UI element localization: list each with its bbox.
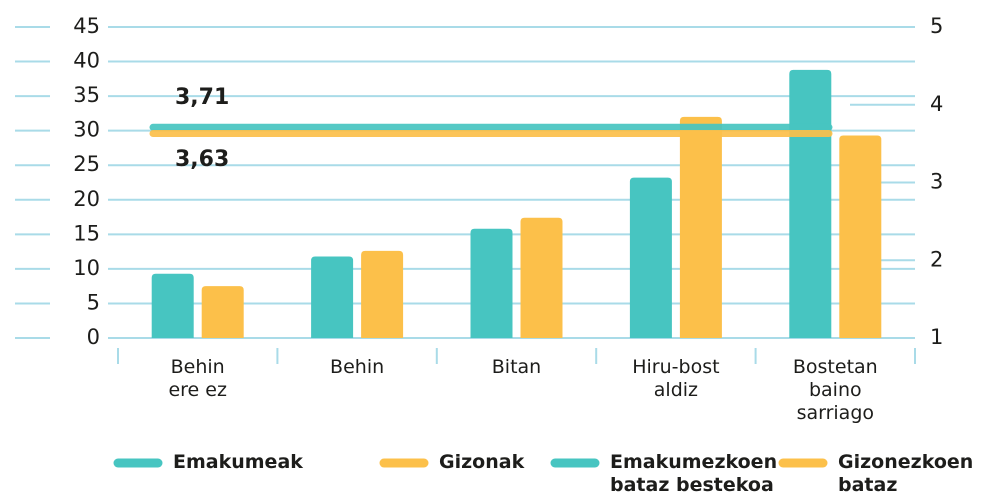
bar — [470, 228, 513, 338]
y-tick-label: 40 — [73, 49, 100, 73]
average-label: 3,63 — [175, 147, 229, 172]
legend-label: Gizonezkoen bataz bestekoa — [838, 451, 974, 499]
bar — [201, 286, 244, 338]
bar — [520, 217, 563, 338]
x-tick-label: Hiru-bost aldiz — [632, 356, 720, 401]
y2-tick-label: 3 — [930, 170, 943, 194]
y-tick-label: 25 — [73, 152, 100, 176]
y2-tick-label: 1 — [930, 325, 943, 349]
y2-tick-label: 2 — [930, 247, 943, 271]
y-tick-label: 5 — [87, 290, 100, 314]
legend-label: Emakumezkoen bataz bestekoa — [610, 451, 778, 496]
y-tick-label: 10 — [73, 256, 100, 280]
y-tick-label: 0 — [87, 325, 100, 349]
y2-tick-label: 5 — [930, 14, 943, 38]
legend-label: Emakumeak — [173, 451, 303, 473]
bar — [361, 250, 404, 338]
legend-label: Gizonak — [439, 451, 525, 473]
bar — [839, 135, 882, 338]
bar — [679, 116, 722, 338]
average-label: 3,71 — [175, 85, 229, 110]
y-tick-label: 15 — [73, 221, 100, 245]
x-tick-label: Bostetan baino sarriago — [792, 356, 878, 424]
y-tick-label: 45 — [73, 14, 100, 38]
y-tick-label: 30 — [73, 118, 100, 142]
y-tick-label: 20 — [73, 187, 100, 211]
bar — [151, 273, 194, 338]
y-tick-label: 35 — [73, 83, 100, 107]
y2-tick-label: 4 — [930, 92, 943, 116]
x-tick-label: Behin — [330, 356, 385, 378]
bar — [629, 177, 672, 338]
bar — [311, 256, 354, 338]
x-tick-label: Bitan — [491, 356, 542, 378]
bar — [789, 69, 832, 339]
x-tick-label: Behin ere ez — [168, 356, 227, 401]
